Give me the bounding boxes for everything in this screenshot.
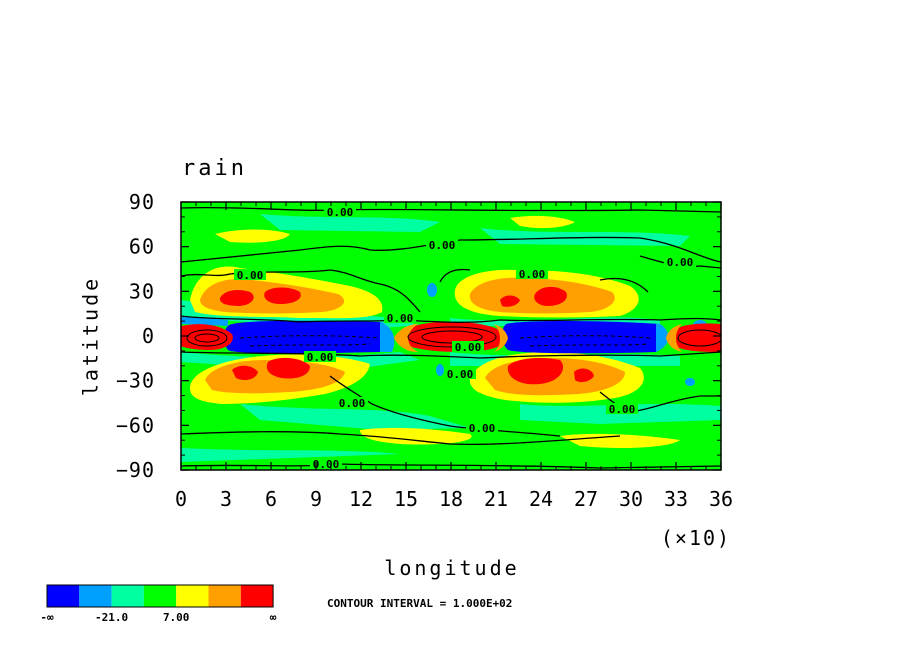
colorbar-frame [46,584,274,608]
colorbar-label: ∞ [270,611,277,624]
equatorial-orange-rims [394,324,682,352]
contour-label: 0.00 [237,269,264,282]
colorbar-swatch [176,585,209,607]
contour-label-bg [234,269,266,280]
x-tick-label: 0 [175,487,187,511]
contour-label-bg [384,312,416,323]
x-tick-label: 36 [709,487,733,511]
contour-label-bg [304,351,336,362]
y-tick-label: −30 [116,369,155,393]
contour-label: 0.00 [327,206,354,219]
colorbar-label: -∞ [40,611,54,624]
contour-label-bg [664,256,696,267]
y-axis-label: latitude [79,276,103,396]
contour-label: 0.00 [519,268,546,281]
contour-label-bg [466,422,498,433]
contour-labels: 0.00 0.00 0.00 0.00 0.00 0.00 0.00 0.00 0.00 0.00… [234,206,696,471]
contour-label: 0.00 [387,312,414,325]
colorbar-label: 7.00 [163,611,190,624]
contour-label-bg [324,206,356,217]
x-tick-label: 6 [265,487,277,511]
contour-label: 0.00 [447,368,474,381]
y-tick-label: 0 [142,324,155,348]
contour-label: 0.00 [667,256,694,269]
colorbar-swatch [47,585,80,607]
y-tick-label: 90 [129,190,155,214]
colorbar-label: -21.0 [95,611,128,624]
y-axis: 90 60 30 0 −30 −60 −90 [116,190,721,482]
x-tick-label: 24 [529,487,553,511]
contour-label: 0.00 [339,397,366,410]
x-tick-label: 15 [394,487,418,511]
x-tick-label: 3 [220,487,232,511]
y-tick-label: −60 [116,413,155,437]
x-tick-label: 18 [439,487,463,511]
x-scale-note: (×10) [661,526,731,550]
contour-label: 0.00 [307,351,334,364]
colorbar-swatch [79,585,112,607]
plot-area: 0.00 0.00 0.00 0.00 0.00 0.00 0.00 0.00 0.00 0.00… [181,202,721,471]
x-tick-label: 21 [484,487,508,511]
negative-contours [239,335,651,347]
contour-label: 0.00 [429,239,456,252]
colorbar-swatch [111,585,144,607]
x-tick-label: 9 [310,487,322,511]
x-tick-label: 27 [574,487,598,511]
x-tick-label: 12 [349,487,373,511]
colorbar-swatch [143,585,177,607]
contour-label-bg [606,403,638,414]
contour-label: 0.00 [469,422,496,435]
contour-label-bg [452,341,484,352]
chart-title: rain [182,156,247,181]
colorbar-swatch [208,585,241,607]
colorbar: -∞ -21.0 7.00 ∞ [40,584,277,624]
contour-label-bg [444,368,476,379]
y-tick-label: −90 [116,458,155,482]
x-tick-label: 33 [664,487,688,511]
colorbar-swatch [240,585,274,607]
contour-label: 0.00 [455,341,482,354]
contour-label-bg [516,268,548,279]
x-tick-label: 30 [619,487,643,511]
equatorial-edge-cyan [181,316,669,352]
y-tick-label: 30 [129,279,155,303]
contour-label-bg [336,397,368,408]
x-axis: 0 3 6 9 12 15 18 21 24 27 30 33 36 [175,202,733,511]
red-regions [219,286,594,385]
contour-label: 0.00 [313,458,340,471]
contour-label: 0.00 [609,403,636,416]
contour-label-bg [310,458,342,469]
y-tick-label: 60 [129,235,155,259]
contour-label-bg [426,239,458,250]
contour-interval-text: CONTOUR INTERVAL = 1.000E+02 [327,597,512,610]
x-axis-label: longitude [384,556,519,580]
